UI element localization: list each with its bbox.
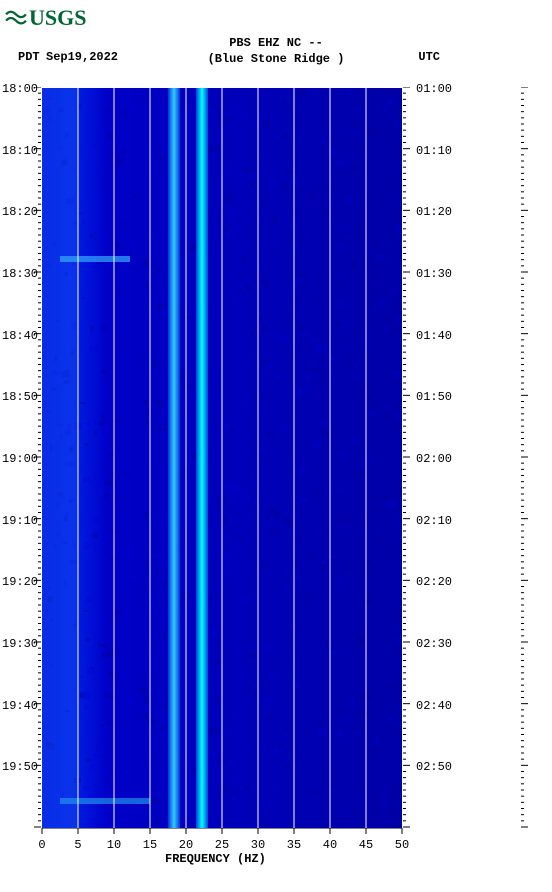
pdt-time-label: 18:30 <box>2 267 38 281</box>
x-axis-title: FREQUENCY (HZ) <box>165 852 266 866</box>
usgs-logo: USGS <box>5 5 86 31</box>
utc-time-label: 02:40 <box>416 699 452 713</box>
date-label: Sep19,2022 <box>46 50 118 64</box>
left-tick-ruler <box>34 87 42 829</box>
freq-tick-label: 40 <box>320 838 340 852</box>
pdt-time-label: 19:20 <box>2 575 38 589</box>
right-timezone-label: UTC <box>418 50 440 64</box>
utc-time-label: 02:00 <box>416 452 452 466</box>
utc-time-label: 02:20 <box>416 575 452 589</box>
pdt-time-label: 18:40 <box>2 329 38 343</box>
utc-time-label: 01:20 <box>416 205 452 219</box>
right-tick-ruler <box>402 87 410 829</box>
freq-tick-label: 10 <box>104 838 124 852</box>
transient-1828 <box>60 256 130 262</box>
aux-tick-ruler <box>520 87 528 829</box>
left-timezone-label: PDT <box>18 50 40 64</box>
utc-time-label: 02:50 <box>416 760 452 774</box>
station-id: PBS EHZ NC -- <box>0 36 552 50</box>
pdt-time-label: 18:20 <box>2 205 38 219</box>
x-tick-ruler <box>41 828 403 836</box>
utc-time-label: 02:30 <box>416 637 452 651</box>
pdt-time-label: 19:40 <box>2 699 38 713</box>
usgs-wave-icon <box>5 9 27 27</box>
utc-time-label: 01:40 <box>416 329 452 343</box>
pdt-time-label: 18:00 <box>2 82 38 96</box>
spectral-band-18hz <box>168 88 180 828</box>
freq-tick-label: 35 <box>284 838 304 852</box>
freq-tick-label: 20 <box>176 838 196 852</box>
spectral-band-22hz <box>196 88 208 828</box>
spectrogram-plot <box>42 88 402 828</box>
usgs-logo-text: USGS <box>29 5 86 31</box>
freq-tick-label: 30 <box>248 838 268 852</box>
freq-tick-label: 15 <box>140 838 160 852</box>
transient-1955 <box>60 798 150 804</box>
utc-time-label: 01:10 <box>416 144 452 158</box>
freq-tick-label: 25 <box>212 838 232 852</box>
freq-tick-label: 50 <box>392 838 412 852</box>
utc-time-label: 01:00 <box>416 82 452 96</box>
pdt-time-label: 19:10 <box>2 514 38 528</box>
spectrogram-canvas <box>42 88 402 828</box>
freq-tick-label: 5 <box>68 838 88 852</box>
pdt-time-label: 19:00 <box>2 452 38 466</box>
low-freq-wash <box>42 88 78 828</box>
pdt-time-label: 18:50 <box>2 390 38 404</box>
pdt-time-label: 18:10 <box>2 144 38 158</box>
utc-time-label: 01:50 <box>416 390 452 404</box>
utc-time-label: 02:10 <box>416 514 452 528</box>
freq-tick-label: 45 <box>356 838 376 852</box>
pdt-time-label: 19:30 <box>2 637 38 651</box>
pdt-time-label: 19:50 <box>2 760 38 774</box>
freq-tick-label: 0 <box>32 838 52 852</box>
utc-time-label: 01:30 <box>416 267 452 281</box>
